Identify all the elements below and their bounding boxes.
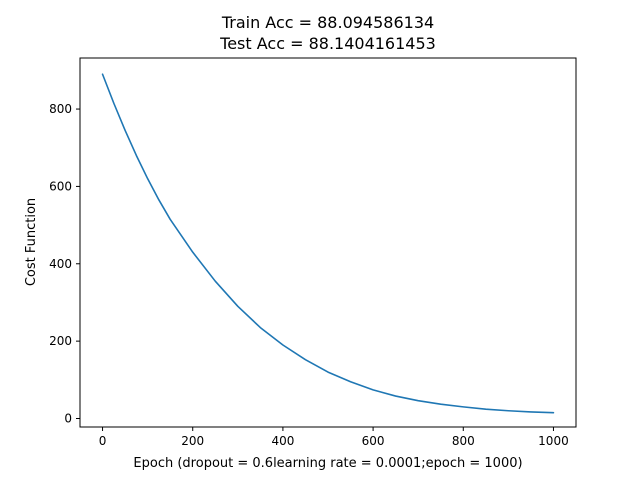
x-tick-label: 800 [452, 434, 475, 448]
y-tick-label: 600 [49, 179, 72, 193]
x-tick-label: 600 [362, 434, 385, 448]
y-tick-label: 0 [64, 411, 72, 425]
series-line-0 [101, 73, 555, 414]
x-tick-label: 1000 [538, 434, 569, 448]
chart-title-line-2: Test Acc = 88.1404161453 [219, 34, 436, 53]
x-tick-label: 400 [271, 434, 294, 448]
plot-frame [79, 57, 577, 428]
x-axis-label: Epoch (dropout = 0.6learning rate = 0.00… [133, 456, 522, 471]
x-tick-label: 200 [181, 434, 204, 448]
y-axis-label: Cost Function [24, 198, 39, 286]
y-tick-label: 800 [49, 102, 72, 116]
y-axis-ticks: 0 200 400 600 800 [49, 102, 80, 425]
x-tick-label: 0 [99, 434, 107, 448]
y-tick-label: 200 [49, 334, 72, 348]
chart-title: Train Acc = 88.094586134 Test Acc = 88.1… [219, 13, 436, 53]
y-tick-label: 400 [49, 257, 72, 271]
x-axis-ticks: 0 200 400 600 800 1000 [99, 427, 569, 448]
plot-area [80, 58, 576, 427]
chart-title-line-1: Train Acc = 88.094586134 [221, 13, 434, 32]
series-layer [101, 73, 555, 414]
